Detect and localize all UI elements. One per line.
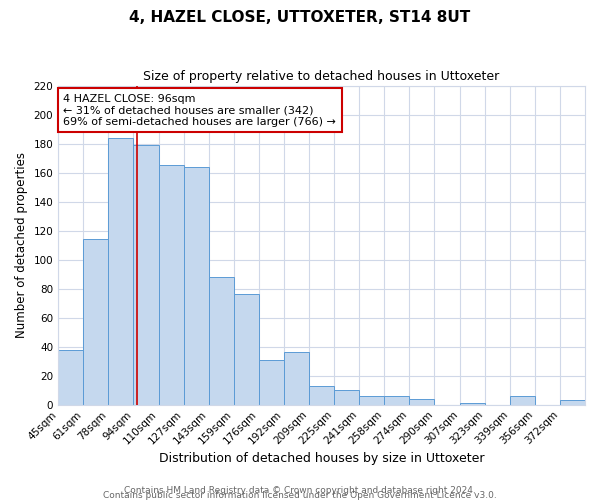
Bar	[309, 386, 334, 404]
Bar	[184, 167, 209, 404]
Bar	[133, 145, 158, 405]
Title: Size of property relative to detached houses in Uttoxeter: Size of property relative to detached ho…	[143, 70, 500, 83]
Bar	[58, 350, 83, 405]
Bar	[209, 277, 234, 404]
Bar	[109, 138, 133, 404]
Bar	[158, 166, 184, 404]
Bar	[409, 399, 434, 404]
Bar	[334, 390, 359, 404]
Bar	[259, 360, 284, 405]
Text: 4, HAZEL CLOSE, UTTOXETER, ST14 8UT: 4, HAZEL CLOSE, UTTOXETER, ST14 8UT	[130, 10, 470, 25]
Text: 4 HAZEL CLOSE: 96sqm
← 31% of detached houses are smaller (342)
69% of semi-deta: 4 HAZEL CLOSE: 96sqm ← 31% of detached h…	[64, 94, 337, 126]
Text: Contains HM Land Registry data © Crown copyright and database right 2024.: Contains HM Land Registry data © Crown c…	[124, 486, 476, 495]
Bar	[83, 240, 109, 404]
Bar	[359, 396, 385, 404]
Bar	[234, 294, 259, 405]
Text: Contains public sector information licensed under the Open Government Licence v3: Contains public sector information licen…	[103, 491, 497, 500]
X-axis label: Distribution of detached houses by size in Uttoxeter: Distribution of detached houses by size …	[159, 452, 484, 465]
Bar	[385, 396, 409, 404]
Bar	[560, 400, 585, 404]
Bar	[510, 396, 535, 404]
Y-axis label: Number of detached properties: Number of detached properties	[15, 152, 28, 338]
Bar	[284, 352, 309, 405]
